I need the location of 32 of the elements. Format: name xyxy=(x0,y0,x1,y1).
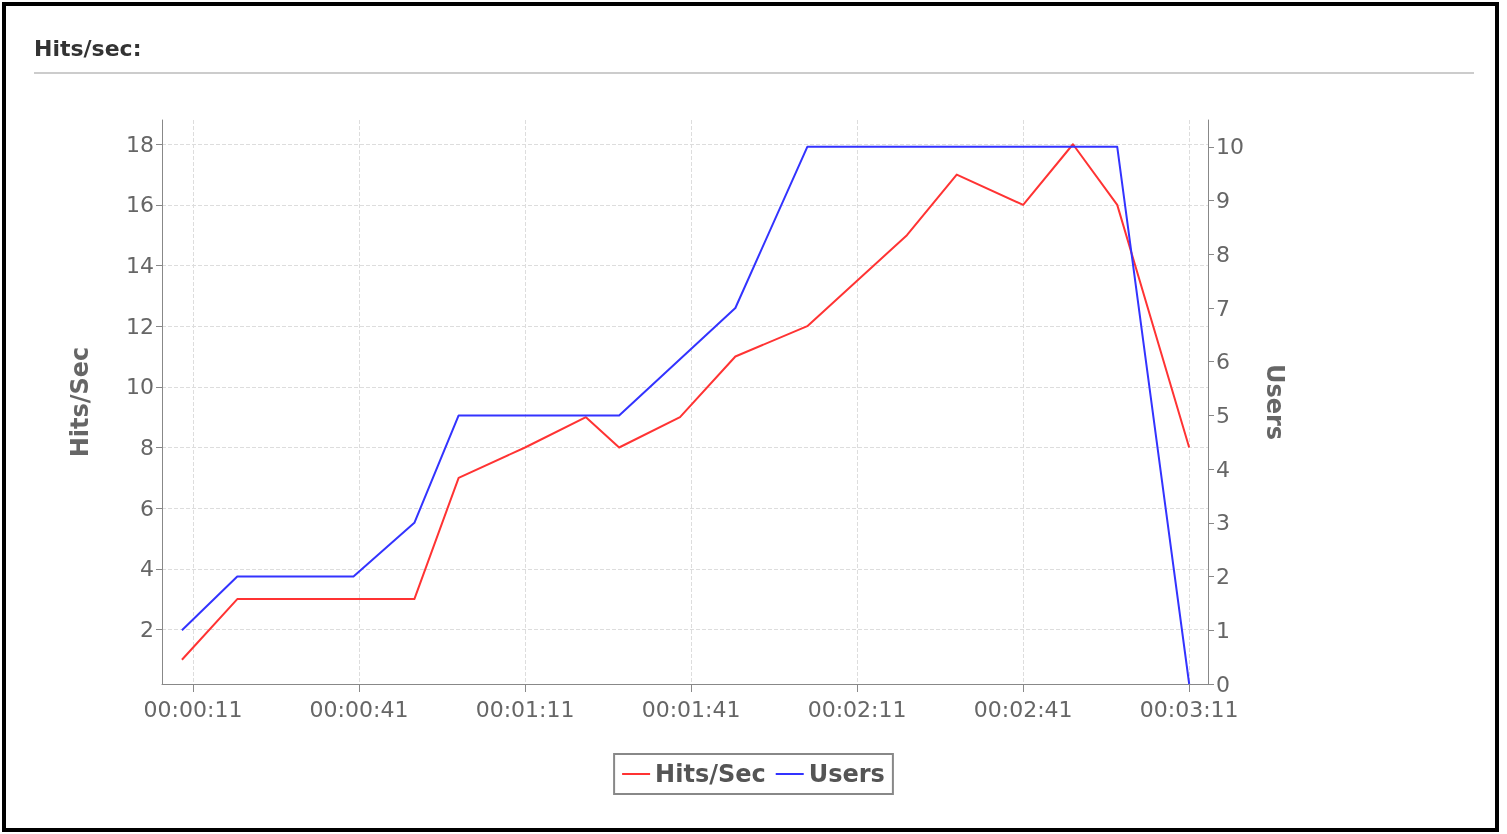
y2-tick-label: 3 xyxy=(1216,510,1230,536)
y-axis-title: Hits/Sec xyxy=(66,346,94,458)
y2-tick-label: 9 xyxy=(1216,188,1230,214)
legend-label: Hits/Sec xyxy=(655,760,766,788)
y2-tick-label: 5 xyxy=(1216,402,1230,428)
x-tick-label: 00:00:11 xyxy=(143,696,243,722)
chart-title: Hits/sec: xyxy=(34,36,142,61)
x-tick-label: 00:02:11 xyxy=(807,696,907,722)
y-tick-label: 14 xyxy=(126,253,154,279)
x-tick-label: 00:01:11 xyxy=(475,696,575,722)
y-tick-label: 10 xyxy=(126,374,154,400)
y2-tick-label: 1 xyxy=(1216,617,1230,643)
y2-tick-label: 10 xyxy=(1216,134,1244,160)
y-tick-label: 6 xyxy=(140,495,154,521)
legend-label: Users xyxy=(808,760,885,788)
y-tick-label: 8 xyxy=(140,434,154,460)
y2-axis-title: Users xyxy=(1261,363,1289,441)
y-tick-label: 16 xyxy=(126,192,154,218)
y2-tick-label: 0 xyxy=(1216,671,1230,697)
y2-tick-label: 6 xyxy=(1216,349,1230,375)
y2-tick-label: 8 xyxy=(1216,241,1230,267)
x-tick-label: 00:02:41 xyxy=(973,696,1073,722)
x-tick-label: 00:03:11 xyxy=(1139,696,1239,722)
y-tick-label: 4 xyxy=(140,556,154,582)
y2-tick-label: 4 xyxy=(1216,456,1230,482)
y-tick-label: 2 xyxy=(140,616,154,642)
y2-tick-label: 7 xyxy=(1216,295,1230,321)
y-tick-label: 18 xyxy=(126,131,154,157)
y-tick-label: 12 xyxy=(126,313,154,339)
x-tick-label: 00:01:41 xyxy=(641,696,741,722)
y2-tick-label: 2 xyxy=(1216,564,1230,590)
x-tick-label: 00:00:41 xyxy=(309,696,409,722)
